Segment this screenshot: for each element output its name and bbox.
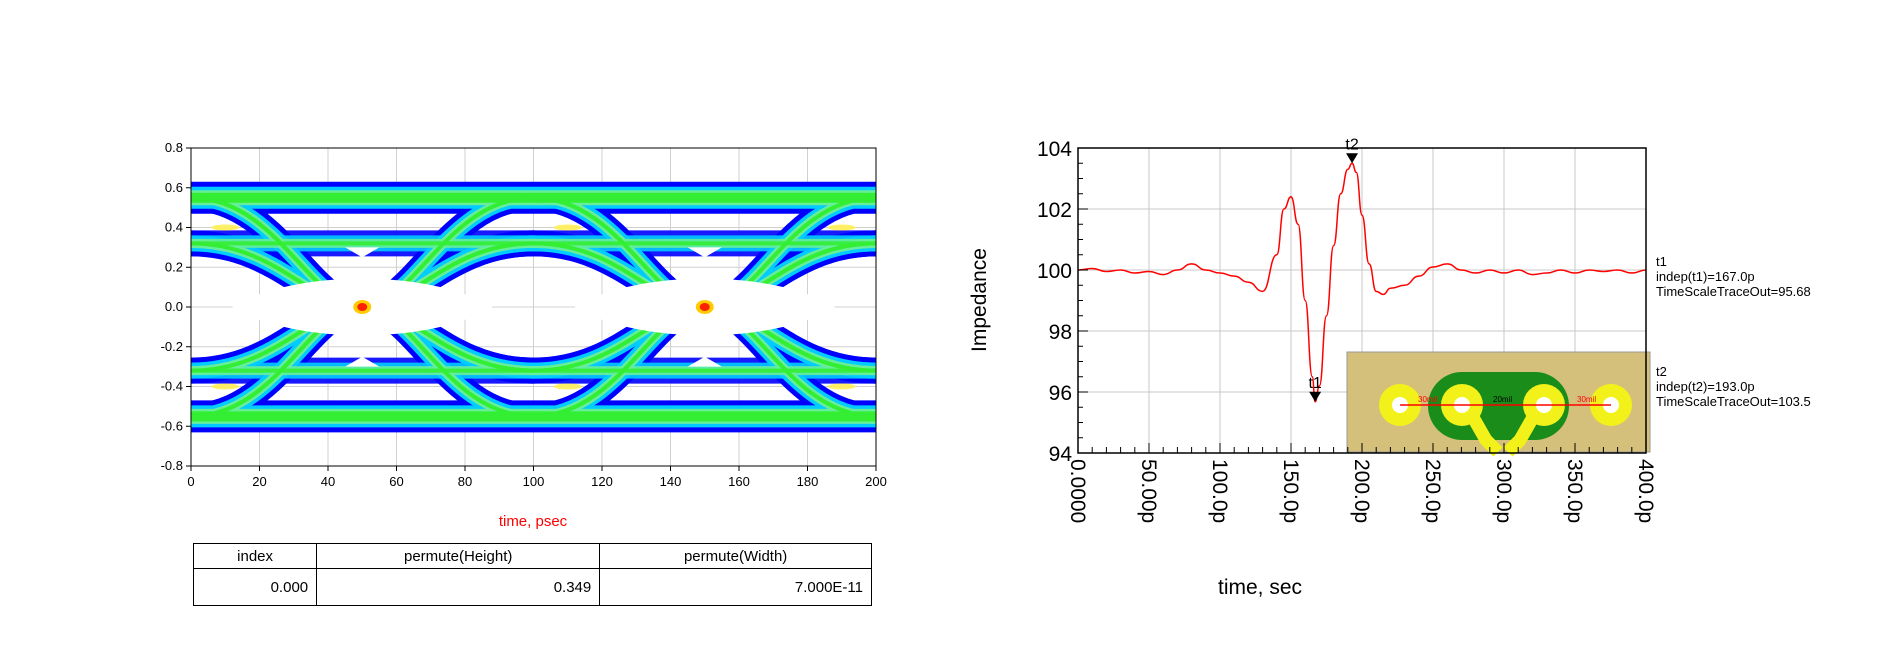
impedance-x-tick-label: 0.0000 [1066,459,1089,523]
eye-x-tick-label: 60 [389,474,403,489]
eye-y-tick-label: 0.8 [165,140,183,155]
impedance-y-tick-label: 102 [1037,199,1072,222]
eye-x-tick-label: 140 [660,474,682,489]
inset-label-left: 30mil [1418,395,1437,404]
eye-x-tick-label: 100 [523,474,545,489]
table-header-index: index [192,543,318,569]
impedance-y-tick-label: 98 [1049,321,1072,344]
table-cell-width: 7.000E-11 [599,568,872,606]
marker-t1-readout-line: indep(t1)=167.0p [1656,269,1755,284]
inset-label-center: 20mil [1493,395,1512,404]
impedance-x-tick-label: 250.0p [1421,459,1444,523]
eye-axes: 0 20 40 60 80 100 120 140 160 180 200 0.8 0.6 0.4 0.2 0… [161,140,887,489]
impedance-trace [1077,162,1647,403]
table-header-row: index permute(Height) permute(Width) [192,543,872,569]
eye-crossing-hot [357,303,368,311]
marker-t2-label: t2 [1345,136,1358,153]
impedance-x-tick-label: 100.0p [1208,459,1231,523]
eye-y-tick-label: 0.0 [165,299,183,314]
eye-density-highlight [211,383,240,390]
table-row: 0.000 0.349 7.000E-11 [192,568,872,606]
impedance-y-axis-label: Impedance [968,248,991,352]
via-layout-inset: 30mil 20mil 30mil [1346,351,1651,457]
eye-x-tick-label: 80 [458,474,472,489]
impedance-x-tick-label: 50.00p [1137,459,1160,523]
impedance-y-tick-label: 96 [1049,382,1072,405]
impedance-x-tick-label: 400.0p [1634,459,1657,523]
eye-y-tick-label: 0.2 [165,259,183,274]
eye-x-axis-label: time, psec [499,513,568,530]
impedance-x-tick-label: 150.0p [1279,459,1302,523]
impedance-y-tick-label: 104 [1037,138,1072,161]
eye-crossing-hot [699,303,710,311]
eye-notch [345,356,380,367]
eye-x-tick-label: 120 [591,474,613,489]
marker-t1-readout-line: t1 [1656,254,1667,269]
eye-traces [191,181,876,433]
impedance-x-axis-label: time, sec [1218,576,1302,599]
impedance-y-tick-label: 100 [1037,260,1072,283]
eye-density-highlight [553,224,582,231]
eye-y-tick-label: -0.4 [161,379,183,394]
eye-density-highlight [553,383,582,390]
marker-t1-readout-line: TimeScaleTraceOut=95.68 [1656,284,1811,299]
impedance-x-tick-label: 300.0p [1492,459,1515,523]
eye-y-tick-label: 0.4 [165,220,183,235]
eye-y-tick-label: 0.6 [165,180,183,195]
table-header-width: permute(Width) [599,543,872,569]
marker-t1-icon[interactable] [1309,391,1322,402]
marker-t1-label: t1 [1308,375,1321,392]
eye-density-highlight [211,224,240,231]
marker-t2-readout-line: indep(t2)=193.0p [1656,379,1755,394]
marker-readouts: t1indep(t1)=167.0pTimeScaleTraceOut=95.6… [1656,254,1811,409]
eye-notch [687,356,722,367]
eye-y-tick-label: -0.2 [161,339,183,354]
impedance-axes: 104 102 100 98 96 940.0000 50.00p 100.0p 150.0p 2… [1037,138,1657,523]
table-cell-index: 0.000 [192,568,318,606]
inset-label-right: 30mil [1577,395,1596,404]
eye-notch [687,247,722,258]
eye-y-tick-label: -0.6 [161,418,183,433]
eye-density-highlight [827,224,856,231]
impedance-x-tick-label: 350.0p [1563,459,1586,523]
impedance-x-tick-label: 200.0p [1350,459,1373,523]
table-cell-height: 0.349 [316,568,601,606]
impedance-y-tick-label: 94 [1049,443,1073,466]
impedance-series: t1 t2 [1077,136,1647,403]
marker-t2-readout-line: TimeScaleTraceOut=103.5 [1656,394,1811,409]
eye-y-tick-label: -0.8 [161,458,183,473]
eye-x-tick-label: 0 [187,474,194,489]
eye-x-tick-label: 40 [321,474,335,489]
marker-t2-icon[interactable] [1346,153,1359,164]
eye-x-tick-label: 200 [865,474,887,489]
eye-x-tick-label: 160 [728,474,750,489]
eye-x-tick-label: 180 [797,474,819,489]
eye-density-highlight [827,383,856,390]
eye-x-tick-label: 20 [252,474,266,489]
eye-notch [345,247,380,258]
marker-t2-readout-line: t2 [1656,364,1667,379]
eye-measurement-table: index permute(Height) permute(Width) 0.0… [192,543,872,606]
